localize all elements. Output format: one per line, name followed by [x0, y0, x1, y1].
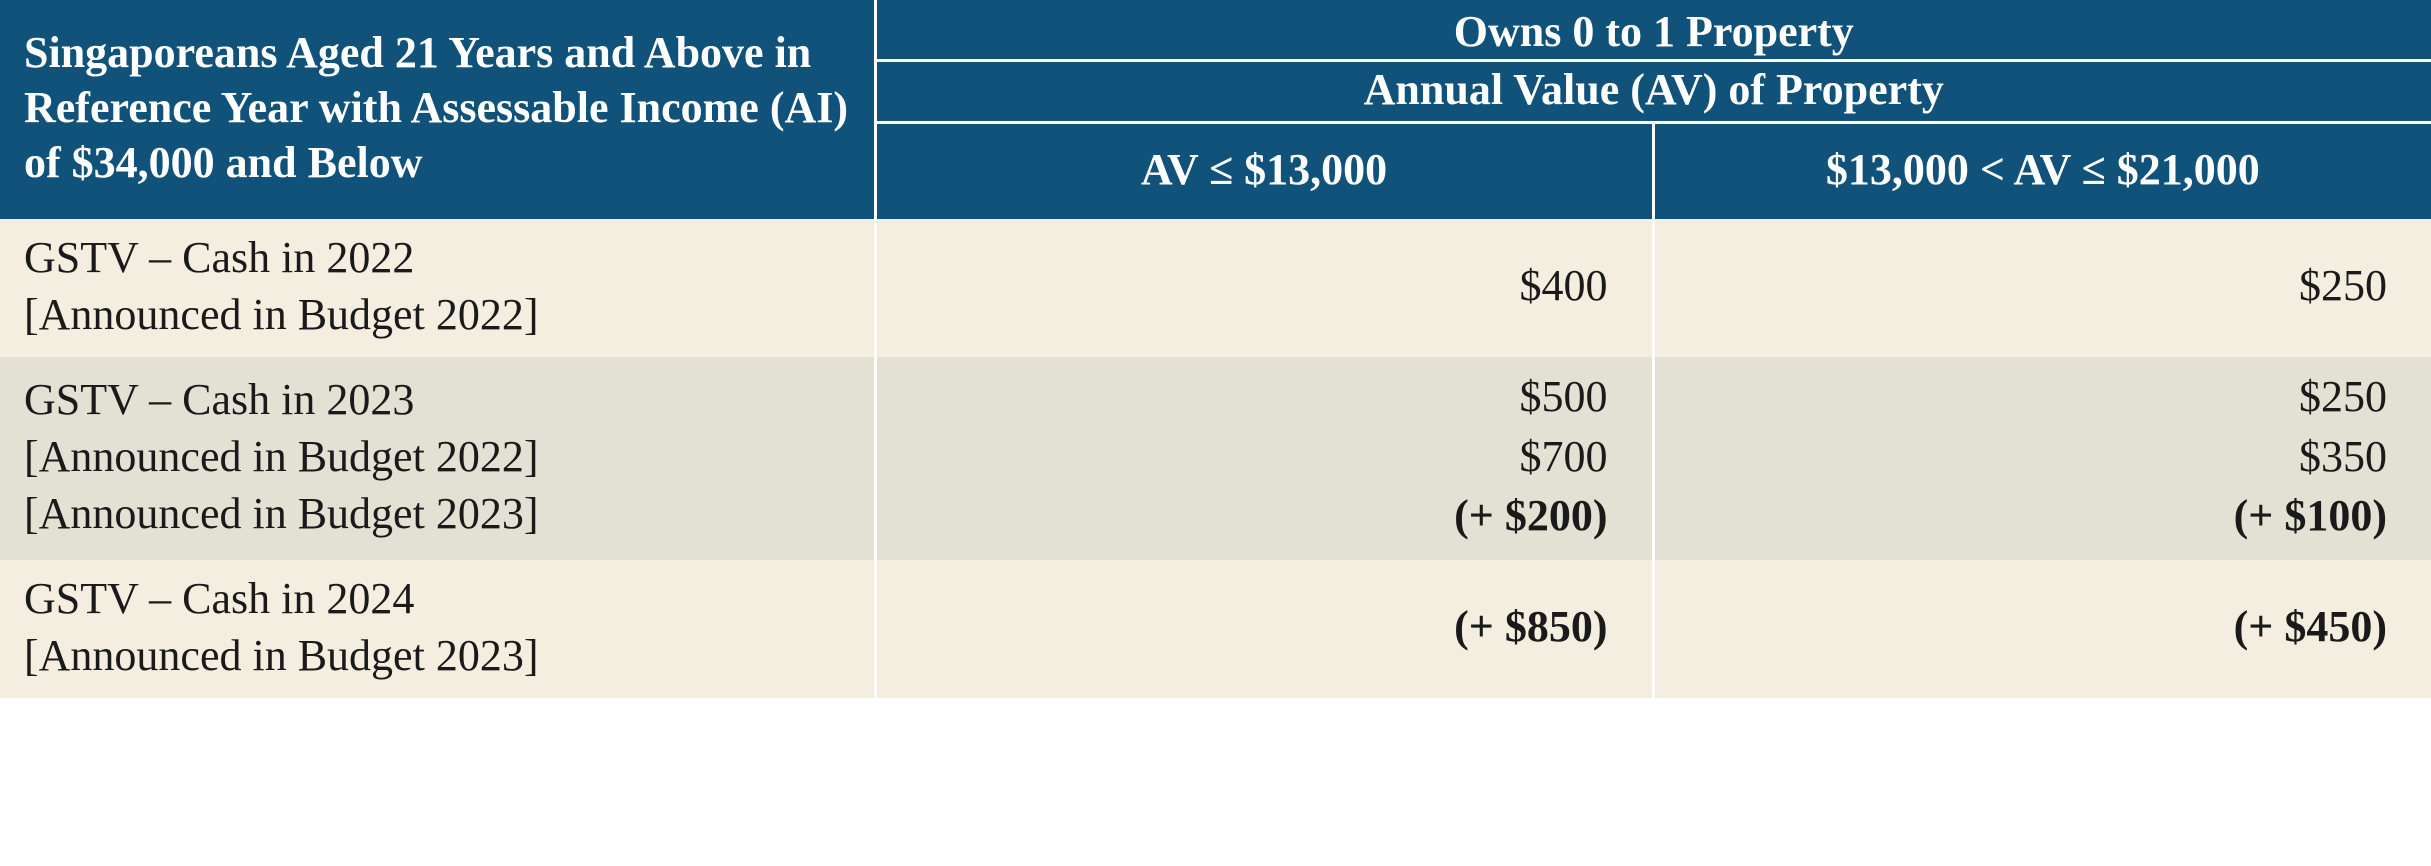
- row-value-col2: $250 $350 (+ $100): [1653, 357, 2431, 559]
- value-line: $400: [901, 256, 1608, 315]
- row-label: GSTV – Cash in 2023 [Announced in Budget…: [0, 357, 875, 559]
- row-label-line: [Announced in Budget 2023]: [24, 485, 850, 542]
- row-value-col1: $400: [875, 219, 1653, 357]
- header-property-group: Owns 0 to 1 Property: [875, 0, 2431, 61]
- gstv-table-container: Singaporeans Aged 21 Years and Above in …: [0, 0, 2431, 698]
- value-line: $250: [1679, 256, 2388, 315]
- row-label: GSTV – Cash in 2024 [Announced in Budget…: [0, 560, 875, 698]
- row-value-col2: (+ $450): [1653, 560, 2431, 698]
- value-line: $350: [1679, 427, 2388, 486]
- row-label-line: GSTV – Cash in 2023: [24, 371, 850, 428]
- value-line: $700: [901, 427, 1608, 486]
- row-value-col1: $500 $700 (+ $200): [875, 357, 1653, 559]
- header-av-group: Annual Value (AV) of Property: [875, 61, 2431, 123]
- value-line: (+ $200): [901, 486, 1608, 545]
- gstv-table: Singaporeans Aged 21 Years and Above in …: [0, 0, 2431, 698]
- header-eligibility: Singaporeans Aged 21 Years and Above in …: [0, 0, 875, 219]
- value-line: $250: [1679, 367, 2388, 426]
- value-line: $500: [901, 367, 1608, 426]
- row-value-col1: (+ $850): [875, 560, 1653, 698]
- value-line: (+ $450): [1679, 597, 2388, 656]
- row-label: GSTV – Cash in 2022 [Announced in Budget…: [0, 219, 875, 357]
- header-av-col1: AV ≤ $13,000: [875, 123, 1653, 220]
- row-label-line: [Announced in Budget 2022]: [24, 286, 850, 343]
- row-value-col2: $250: [1653, 219, 2431, 357]
- value-line: (+ $850): [901, 597, 1608, 656]
- row-label-line: [Announced in Budget 2022]: [24, 428, 850, 485]
- table-row: GSTV – Cash in 2023 [Announced in Budget…: [0, 357, 2431, 559]
- table-row: GSTV – Cash in 2022 [Announced in Budget…: [0, 219, 2431, 357]
- row-label-line: GSTV – Cash in 2022: [24, 229, 850, 286]
- header-av-col2: $13,000 < AV ≤ $21,000: [1653, 123, 2431, 220]
- table-row: GSTV – Cash in 2024 [Announced in Budget…: [0, 560, 2431, 698]
- row-label-line: GSTV – Cash in 2024: [24, 570, 850, 627]
- table-body: GSTV – Cash in 2022 [Announced in Budget…: [0, 219, 2431, 698]
- row-label-line: [Announced in Budget 2023]: [24, 627, 850, 684]
- value-line: (+ $100): [1679, 486, 2388, 545]
